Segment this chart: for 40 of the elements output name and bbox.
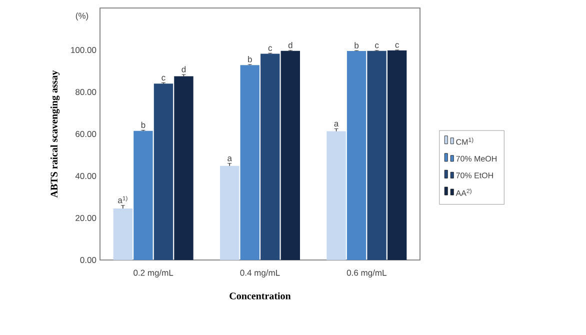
- y-tick-label: 20.00: [76, 215, 96, 222]
- bar: [240, 65, 260, 260]
- x-tick-label: 0.2 mg/mL: [134, 270, 174, 278]
- bar: [326, 131, 346, 260]
- annotation: a: [334, 122, 339, 127]
- bar: [280, 50, 300, 260]
- bar: [220, 166, 240, 260]
- bar: [134, 130, 153, 260]
- legend-label: 70% EtOH: [456, 172, 493, 178]
- bar: [154, 84, 174, 260]
- legend-label: 70% MeOH: [456, 156, 496, 162]
- annotation: c: [375, 44, 379, 48]
- bar: [346, 51, 366, 260]
- annotation: a: [228, 156, 232, 162]
- x-tick-label: 0.4 mg/mL: [240, 270, 280, 278]
- bar: [260, 54, 280, 260]
- annotation: c: [268, 46, 272, 51]
- y-tick-label: 100.00: [71, 47, 96, 54]
- y-axis-title: ABTS raical scavenging assay: [50, 70, 60, 198]
- bar: [174, 76, 194, 260]
- text: (%): [76, 12, 88, 20]
- bar: [387, 50, 407, 260]
- x-axis-title: Concentration: [230, 292, 291, 300]
- y-tick-label: 80.00: [76, 89, 96, 96]
- annotation: b: [354, 42, 359, 48]
- legend-label: AA$^{2)}$: [456, 188, 472, 196]
- annotation: d: [182, 66, 186, 72]
- annotation: d: [288, 42, 292, 48]
- bar: [113, 208, 133, 260]
- annotation: b: [141, 122, 146, 128]
- bar: [367, 50, 386, 260]
- y-tick-label: 40.00: [75, 173, 96, 180]
- x-tick-label: 0.6 mg/mL: [346, 270, 386, 278]
- annotation: a$^{1)}$: [118, 196, 128, 204]
- annotation: c: [162, 76, 166, 81]
- annotation: b: [248, 56, 252, 62]
- y-tick-label: 0.00: [80, 257, 96, 264]
- annotation: c: [395, 43, 399, 48]
- y-tick-label: 60.00: [76, 131, 96, 138]
- legend-label: CM$^{1)}$: [456, 138, 474, 145]
